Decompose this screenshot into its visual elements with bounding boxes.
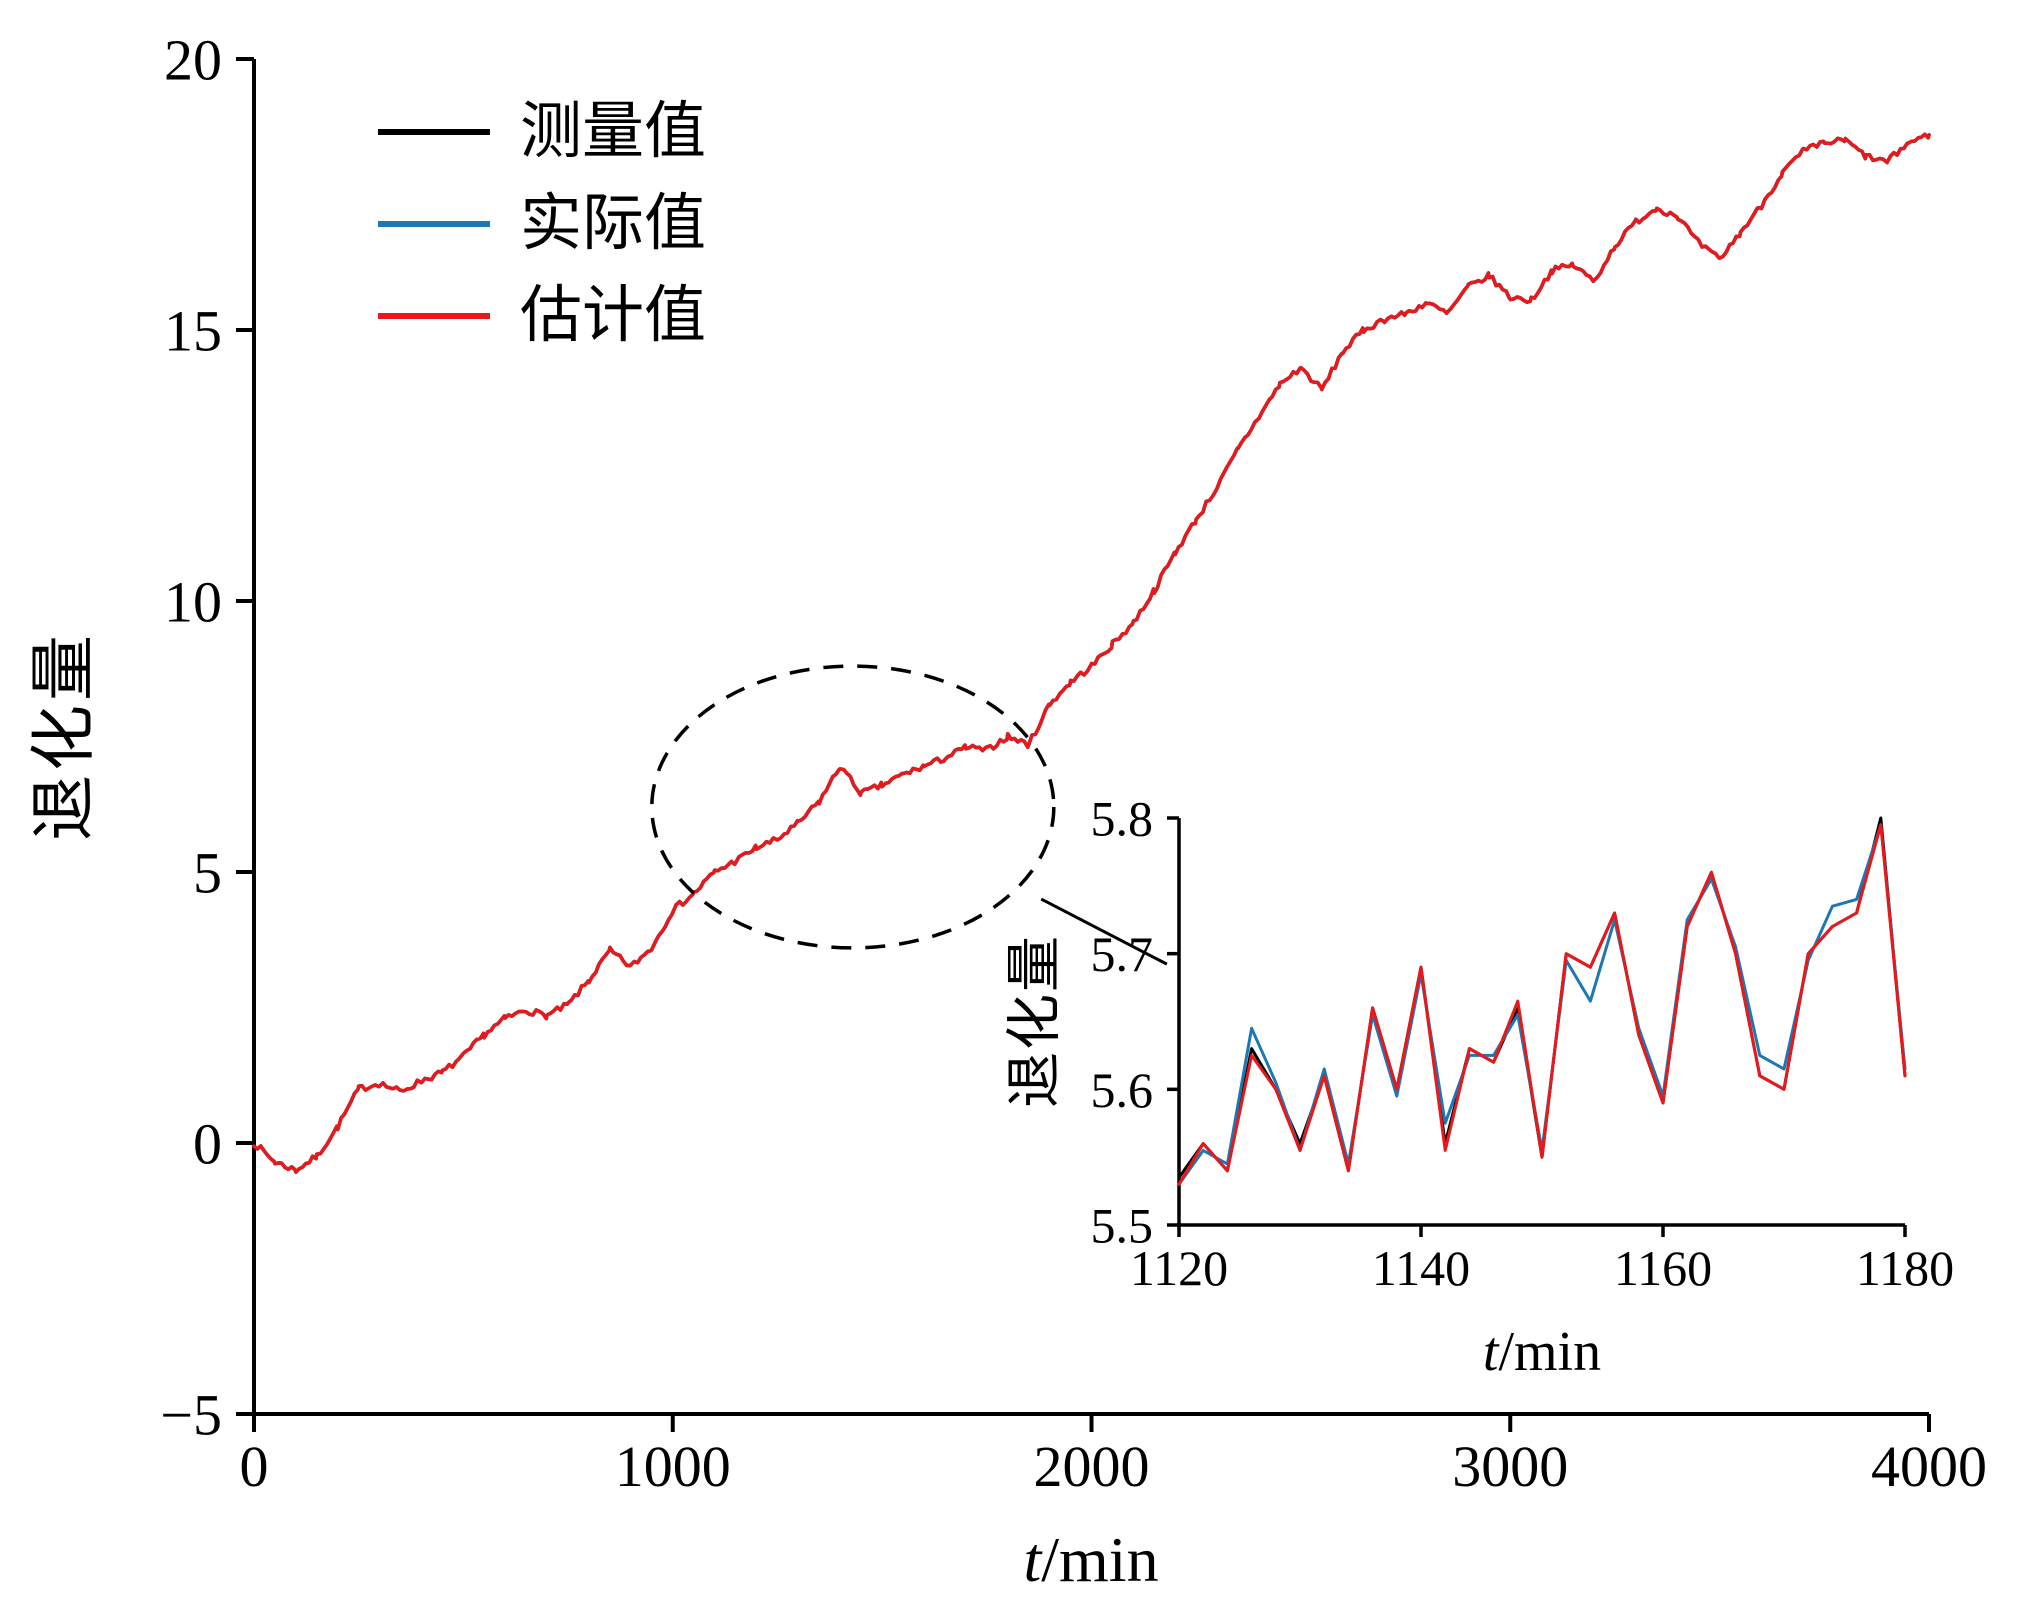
main-x-tick-label: 2000 [1034, 1434, 1150, 1499]
inset-y-tick-label: 5.8 [1091, 791, 1154, 847]
inset-x-tick-label: 1160 [1614, 1240, 1712, 1296]
inset-y-tick-label: 5.5 [1091, 1198, 1154, 1254]
legend-item-estimated: 估计值 [378, 270, 706, 362]
inset-x-tick-label: 1140 [1372, 1240, 1470, 1296]
inset-y-tick-label: 5.6 [1091, 1062, 1154, 1118]
legend-label-measured: 测量值 [520, 98, 707, 166]
callout-line [1040, 897, 1168, 966]
legend-item-measured: 测量值 [378, 86, 706, 178]
series-line-estimated [252, 132, 1931, 1174]
main-x-tick-label: 4000 [1871, 1434, 1987, 1499]
legend-line-sample-actual [378, 221, 490, 227]
main-x-axis-label-var: t [1023, 1524, 1042, 1595]
inset-x-tick-label: 1180 [1856, 1240, 1954, 1296]
main-y-tick-label: −5 [160, 1382, 222, 1447]
inset-y-tick-label: 5.7 [1091, 926, 1154, 982]
inset-x-axis-label: t/min [1483, 1320, 1601, 1384]
main-y-axis-label: 退化量 [28, 631, 101, 841]
legend-label-estimated: 估计值 [520, 282, 707, 350]
legend: 测量值 实际值 估计值 [378, 86, 706, 362]
legend-label-actual: 实际值 [520, 190, 707, 258]
main-x-tick-label: 1000 [615, 1434, 731, 1499]
main-y-tick-label: 10 [164, 569, 222, 634]
main-x-axis-label-unit: /min [1041, 1524, 1159, 1595]
inset-x-tick-label: 1120 [1130, 1240, 1228, 1296]
inset-series-line-estimated [1177, 823, 1907, 1186]
main-y-tick-label: 0 [193, 1111, 222, 1176]
main-x-axis-label: t/min [1023, 1523, 1158, 1597]
legend-line-sample-measured [378, 129, 490, 135]
inset-series-line-actual [1177, 823, 1907, 1186]
inset-y-axis-label: 退化量 [1004, 934, 1067, 1108]
main-x-tick-label: 3000 [1452, 1434, 1568, 1499]
main-y-tick-label: 20 [164, 27, 222, 92]
legend-item-actual: 实际值 [378, 178, 706, 270]
inset-x-axis-label-unit: /min [1498, 1321, 1602, 1383]
legend-line-sample-estimated [378, 313, 490, 319]
highlight-ellipse [650, 664, 1056, 950]
main-y-tick-label: 5 [193, 840, 222, 905]
main-y-tick-label: 15 [164, 298, 222, 363]
inset-x-axis-label-var: t [1482, 1321, 1499, 1383]
main-x-tick-label: 0 [240, 1434, 269, 1499]
